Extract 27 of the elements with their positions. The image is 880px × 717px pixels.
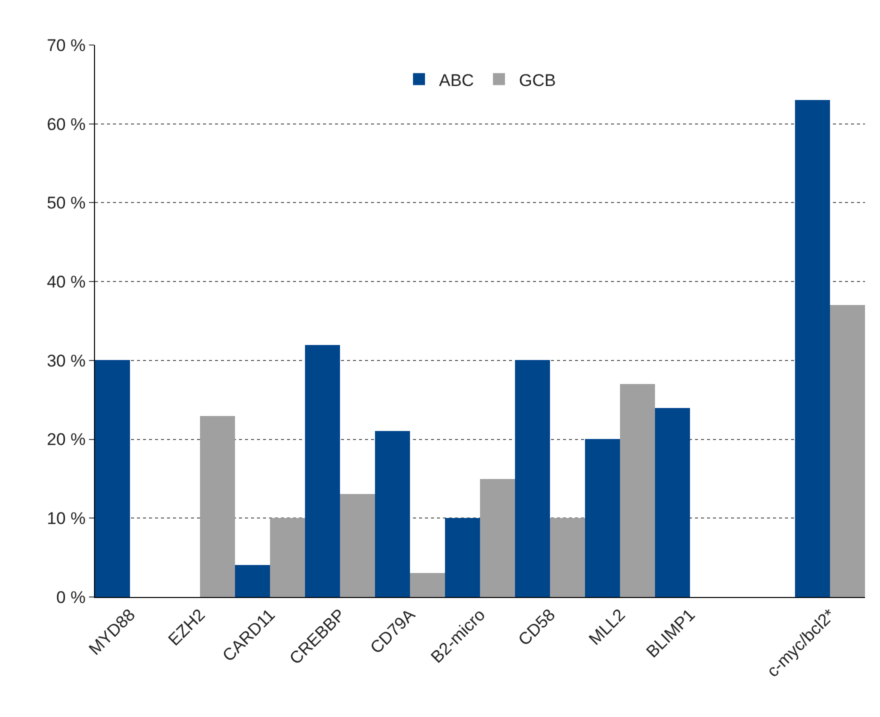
bar <box>515 360 550 597</box>
bar <box>445 518 480 597</box>
bar <box>340 494 375 597</box>
y-tick-label: 40 % <box>46 272 86 292</box>
bar <box>620 384 655 597</box>
bar <box>655 408 690 597</box>
y-tick-label: 30 % <box>46 351 86 370</box>
y-tick-label: 60 % <box>46 114 86 134</box>
bar <box>480 479 515 597</box>
bar <box>270 518 305 597</box>
y-tick-label: 70 % <box>46 36 86 55</box>
bar <box>235 565 270 597</box>
legend-label: GCB <box>518 70 556 90</box>
bar <box>305 345 340 597</box>
bar <box>795 100 830 597</box>
legend-label: ABC <box>439 70 474 90</box>
y-tick-label: 50 % <box>46 194 86 213</box>
bar <box>585 439 620 597</box>
bar <box>410 573 445 597</box>
y-tick-label: 10 % <box>46 509 86 528</box>
y-tick-label: 0 % <box>56 588 86 607</box>
bar <box>550 518 585 597</box>
bar <box>830 305 865 597</box>
bar <box>375 431 410 597</box>
y-tick-label: 20 % <box>46 430 86 450</box>
bar <box>95 360 130 597</box>
bar <box>200 416 235 597</box>
